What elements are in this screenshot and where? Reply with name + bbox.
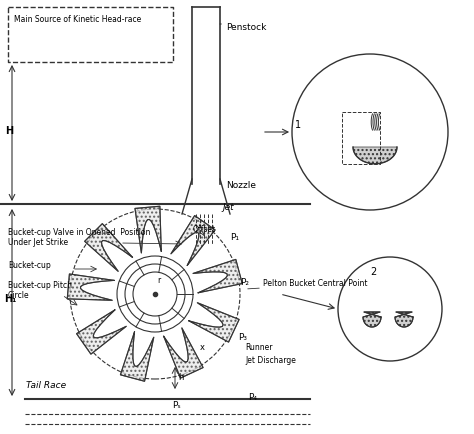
Text: Circle: Circle [8, 290, 30, 299]
Polygon shape [85, 224, 132, 272]
Polygon shape [67, 274, 114, 301]
Polygon shape [353, 148, 397, 164]
Text: Nozzle: Nozzle [226, 181, 256, 190]
Polygon shape [193, 260, 242, 293]
Polygon shape [135, 207, 161, 253]
Text: 2: 2 [370, 266, 376, 276]
Polygon shape [189, 303, 239, 342]
Text: Pₛ: Pₛ [172, 400, 181, 409]
Text: 1: 1 [295, 120, 301, 130]
Text: x: x [200, 342, 205, 351]
Text: Under Jet Strike: Under Jet Strike [8, 237, 68, 247]
Text: H₁: H₁ [4, 294, 17, 304]
Polygon shape [120, 332, 154, 381]
Text: P₃: P₃ [238, 332, 247, 341]
Polygon shape [171, 216, 215, 266]
Polygon shape [77, 310, 127, 354]
Text: Tail Race: Tail Race [26, 380, 66, 389]
Text: P₂: P₂ [240, 277, 249, 286]
Text: P₄: P₄ [248, 392, 257, 401]
Polygon shape [395, 312, 413, 327]
Text: Bucket-cup Valve in Opened  Position: Bucket-cup Valve in Opened Position [8, 227, 150, 237]
Polygon shape [363, 312, 381, 327]
Text: Pelton Bucket Central Point: Pelton Bucket Central Point [263, 278, 367, 287]
Text: Penstock: Penstock [226, 23, 266, 32]
Polygon shape [164, 328, 203, 378]
Text: P₁: P₁ [230, 233, 239, 241]
Text: r: r [157, 275, 160, 284]
Text: Runner: Runner [245, 342, 273, 351]
Text: H: H [5, 126, 13, 136]
Text: Bucket-cup Pitch: Bucket-cup Pitch [8, 280, 72, 289]
Text: Jet Discharge: Jet Discharge [245, 355, 296, 364]
Text: Main Source of Kinetic Head-race: Main Source of Kinetic Head-race [14, 15, 141, 24]
Text: h: h [178, 372, 183, 381]
Text: Bucket-cup: Bucket-cup [8, 260, 51, 270]
Text: Offset: Offset [193, 224, 216, 233]
Text: Jet: Jet [222, 203, 234, 211]
